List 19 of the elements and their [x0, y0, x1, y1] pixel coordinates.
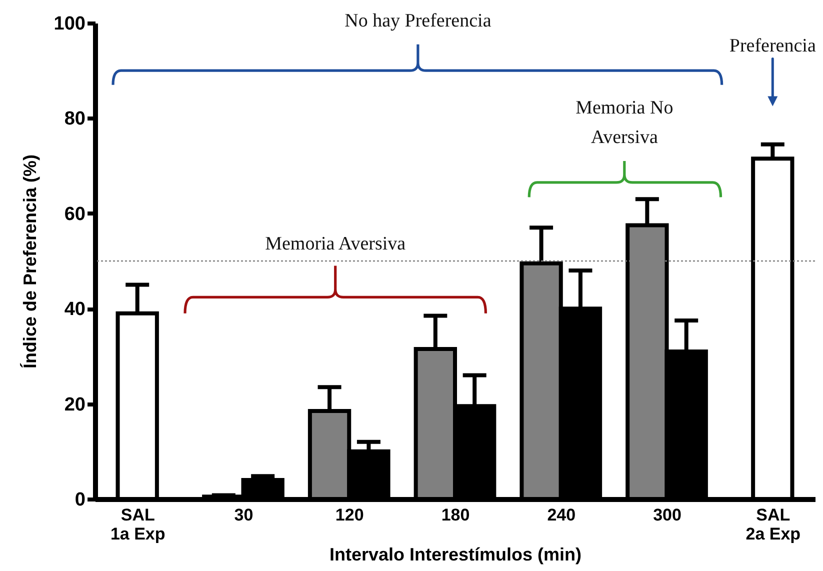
- y-tick-label: 80: [64, 108, 86, 130]
- x-tick-label: 300: [653, 506, 682, 524]
- annotation: Memoria No Aversiva: [576, 98, 674, 148]
- y-axis-title: Índice de Preferencia (%): [20, 154, 40, 369]
- y-tick-label: 40: [64, 299, 86, 320]
- annotation: Memoria Aversiva: [265, 233, 406, 254]
- x-tick-label: SAL 2a Exp: [746, 506, 801, 544]
- x-tick-label: 30: [234, 506, 254, 524]
- y-tick-label: 0: [74, 490, 86, 510]
- x-axis-title: Intervalo Interestímulos (min): [329, 544, 582, 564]
- annotation: No hay Preferencia: [344, 10, 492, 32]
- x-tick-label: 180: [441, 506, 470, 524]
- x-tick-label: 120: [335, 506, 364, 524]
- x-tick-label: 240: [547, 506, 576, 524]
- y-tick-label: 60: [64, 204, 86, 225]
- y-tick-label: 100: [54, 14, 86, 34]
- x-tick-label: SAL 1a Exp: [110, 506, 166, 544]
- y-tick-label: 20: [64, 394, 86, 416]
- annotation: Preferencia: [729, 35, 816, 56]
